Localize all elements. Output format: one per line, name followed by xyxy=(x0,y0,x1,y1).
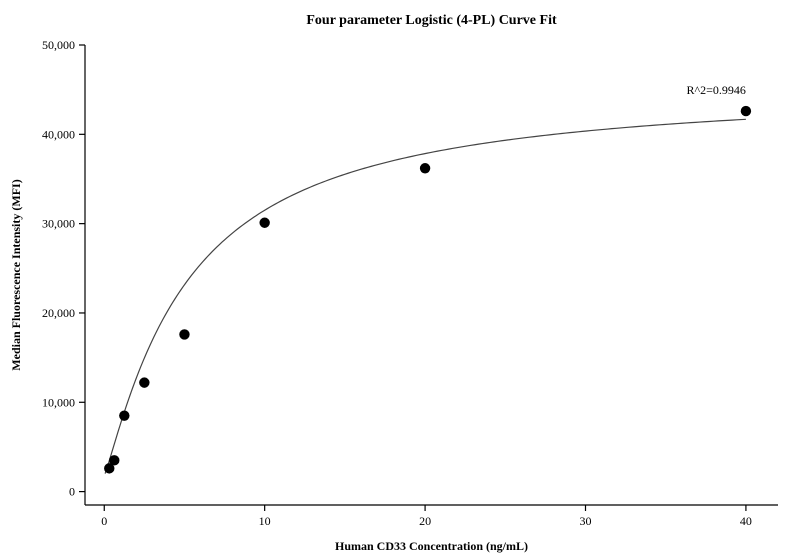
data-point xyxy=(420,163,430,173)
y-tick-label: 30,000 xyxy=(42,217,75,231)
data-point xyxy=(259,218,269,228)
x-tick-label: 20 xyxy=(419,514,431,528)
data-point xyxy=(109,455,119,465)
data-point xyxy=(179,329,189,339)
y-tick-label: 20,000 xyxy=(42,306,75,320)
chart-title: Four parameter Logistic (4-PL) Curve Fit xyxy=(306,13,557,28)
y-tick-label: 50,000 xyxy=(42,38,75,52)
r-squared-annotation: R^2=0.9946 xyxy=(687,83,746,97)
y-axis-label: Median Fluorescence Intensity (MFI) xyxy=(9,179,23,370)
data-point xyxy=(741,106,751,116)
chart-svg: Four parameter Logistic (4-PL) Curve Fit… xyxy=(0,0,808,560)
y-tick-label: 0 xyxy=(69,485,75,499)
y-tick-label: 40,000 xyxy=(42,127,75,141)
data-point xyxy=(139,377,149,387)
x-tick-label: 10 xyxy=(259,514,271,528)
x-tick-label: 0 xyxy=(101,514,107,528)
y-tick-label: 10,000 xyxy=(42,395,75,409)
chart-container: Four parameter Logistic (4-PL) Curve Fit… xyxy=(0,0,808,560)
data-point xyxy=(119,410,129,420)
x-tick-label: 30 xyxy=(580,514,592,528)
x-tick-label: 40 xyxy=(740,514,752,528)
x-axis-label: Human CD33 Concentration (ng/mL) xyxy=(335,539,528,553)
